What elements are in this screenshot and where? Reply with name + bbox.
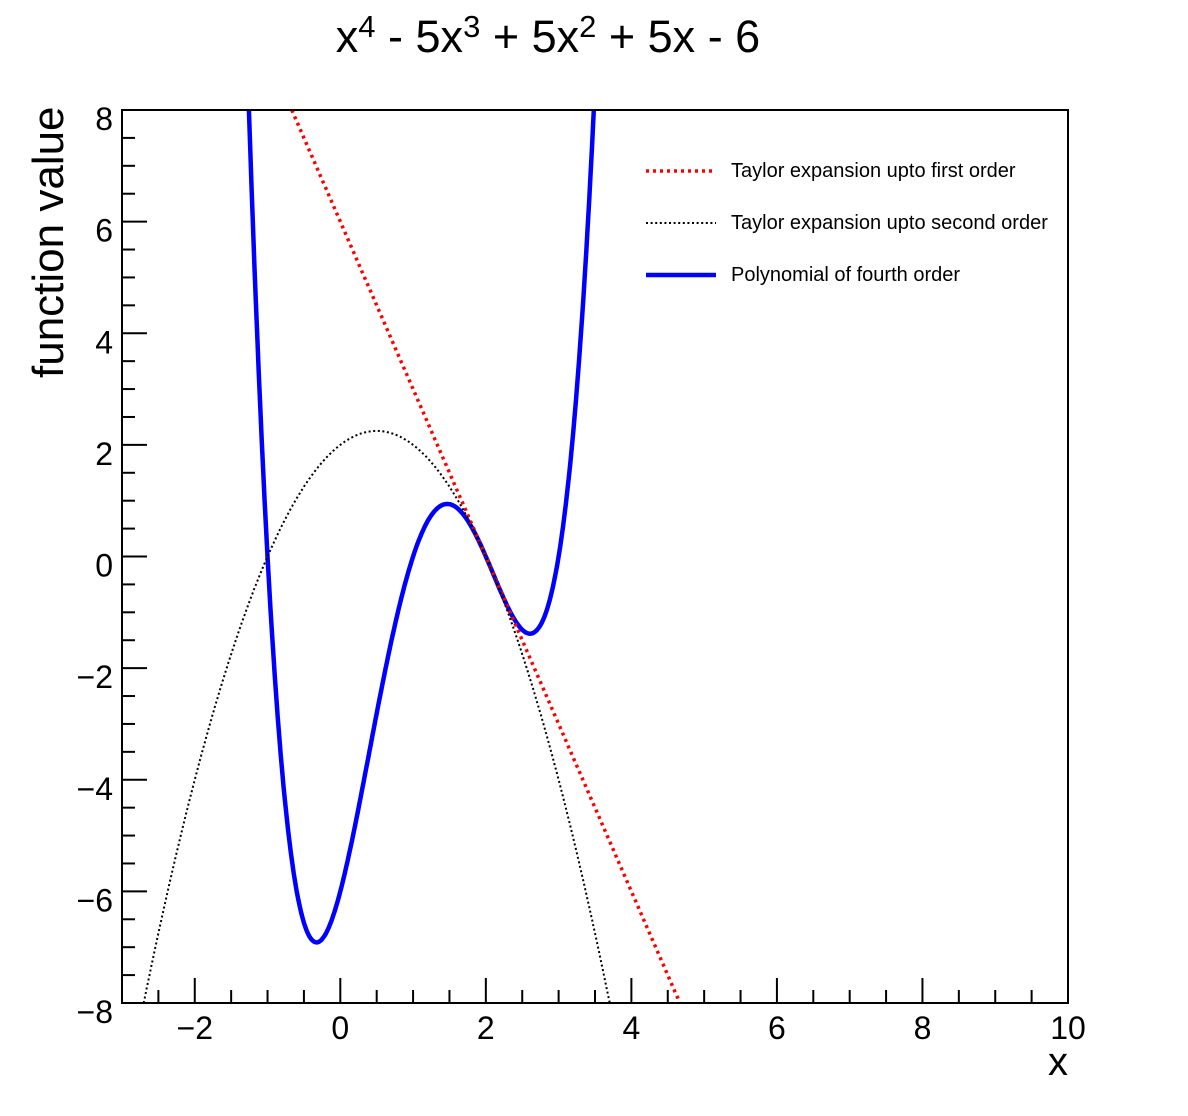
- y-tick-label: 8: [95, 101, 113, 137]
- y-tick-label: −4: [77, 771, 113, 807]
- legend: Taylor expansion upto first order Taylor…: [645, 145, 1048, 301]
- x-tick-label: 0: [331, 1010, 349, 1046]
- legend-line-sample-taylor-second-order: [646, 222, 716, 224]
- title-superscript: 2: [579, 9, 597, 44]
- y-tick-label: −6: [77, 882, 113, 918]
- legend-label: Taylor expansion upto second order: [731, 211, 1048, 234]
- x-tick-label: −2: [177, 1010, 213, 1046]
- x-tick-label: 8: [914, 1010, 932, 1046]
- title-text: - 5x: [375, 11, 464, 62]
- y-tick-label: 4: [95, 324, 113, 360]
- title-text: x: [335, 11, 359, 62]
- x-axis-title: x: [1048, 1040, 1068, 1084]
- title-superscript: 4: [358, 9, 376, 44]
- x-tick-label: 2: [477, 1010, 495, 1046]
- title-superscript: 3: [463, 9, 481, 44]
- legend-row: Polynomial of fourth order: [645, 249, 1048, 301]
- title-text: + 5x: [480, 11, 580, 62]
- curve-polynomial-fourth-order: [246, 110, 597, 945]
- y-tick-label: −8: [77, 994, 113, 1030]
- chart-title: x4 - 5x3 + 5x2 + 5x - 6: [46, 9, 1050, 62]
- y-tick-label: 0: [95, 548, 113, 584]
- legend-line-sample-polynomial-fourth-order: [646, 272, 716, 278]
- x-tick-label: 4: [623, 1010, 641, 1046]
- curve-taylor-first-order: [290, 110, 682, 1003]
- legend-label: Polynomial of fourth order: [731, 263, 961, 286]
- curves-layer: [142, 110, 682, 1003]
- legend-row: Taylor expansion upto first order: [645, 145, 1048, 197]
- y-tick-label: 6: [95, 213, 113, 249]
- legend-label: Taylor expansion upto first order: [731, 159, 1016, 182]
- title-text: + 5x - 6: [596, 11, 761, 62]
- y-tick-label: 2: [95, 436, 113, 472]
- y-tick-label: −2: [77, 659, 113, 695]
- x-tick-label: 6: [768, 1010, 786, 1046]
- curve-taylor-second-order: [142, 429, 611, 1003]
- x-tick-label: 10: [1050, 1010, 1086, 1046]
- legend-row: Taylor expansion upto second order: [645, 197, 1048, 249]
- legend-line-sample-taylor-first-order: [646, 169, 716, 173]
